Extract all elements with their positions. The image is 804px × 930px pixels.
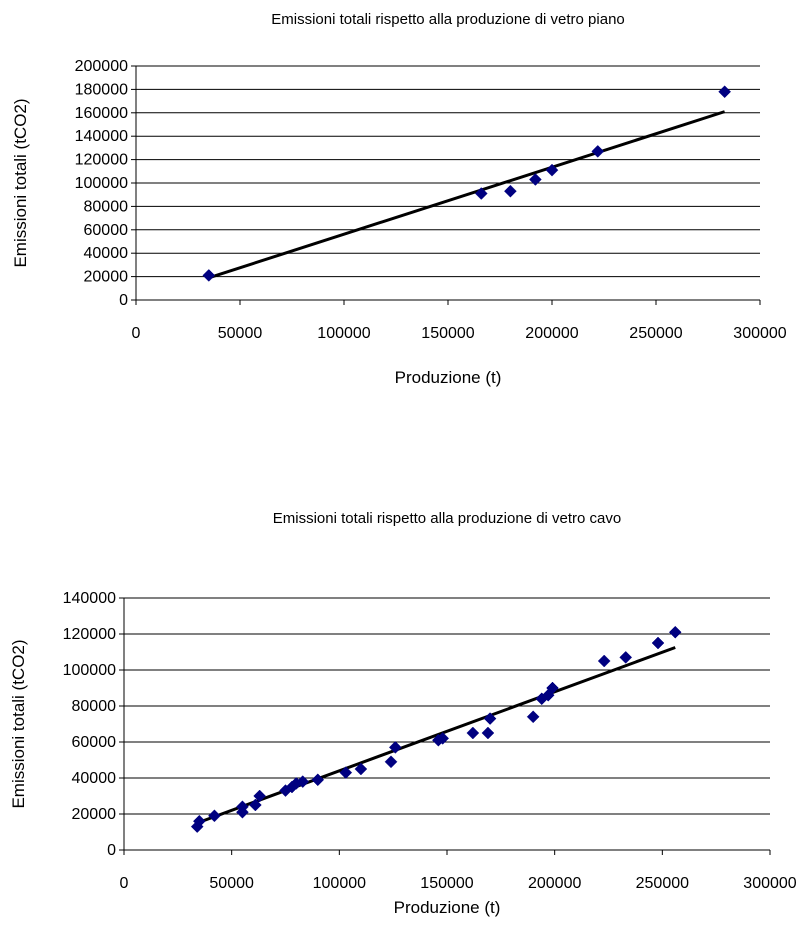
data-point xyxy=(236,800,249,814)
chart-title: Emissioni totali rispetto alla produzion… xyxy=(273,510,622,527)
data-point xyxy=(651,636,665,650)
data-point xyxy=(384,755,398,769)
y-tick-label: 100000 xyxy=(75,175,128,192)
y-tick-label: 40000 xyxy=(84,245,129,262)
data-point xyxy=(526,710,540,724)
data-point xyxy=(354,762,368,776)
data-point xyxy=(202,269,216,282)
x-tick-label: 250000 xyxy=(629,325,682,342)
chart-title: Emissioni totali rispetto alla produzion… xyxy=(271,11,625,28)
x-tick-label: 300000 xyxy=(743,875,796,892)
x-axis-label: Produzione (t) xyxy=(394,898,501,917)
chart-vetro-cavo-svg: Emissioni totali rispetto alla produzion… xyxy=(9,510,797,917)
data-point xyxy=(311,773,325,787)
x-tick-label: 150000 xyxy=(420,875,473,892)
y-axis-label: Emissioni totali (tCO2) xyxy=(11,98,30,267)
y-tick-label: 180000 xyxy=(75,81,128,98)
x-tick-label: 100000 xyxy=(317,325,370,342)
x-tick-label: 50000 xyxy=(209,875,254,892)
x-tick-label: 200000 xyxy=(528,875,581,892)
x-tick-label: 0 xyxy=(132,325,141,342)
data-point xyxy=(668,625,682,639)
x-tick-label: 250000 xyxy=(636,875,689,892)
y-tick-label: 120000 xyxy=(75,152,128,169)
y-axis-label: Emissioni totali (tCO2) xyxy=(9,639,28,808)
data-point xyxy=(546,681,559,695)
data-point xyxy=(388,741,402,754)
data-point xyxy=(208,809,221,823)
y-tick-label: 0 xyxy=(119,292,128,309)
x-tick-label: 100000 xyxy=(313,875,366,892)
data-point xyxy=(619,651,633,664)
y-tick-label: 0 xyxy=(107,842,116,859)
y-tick-label: 200000 xyxy=(75,58,128,75)
x-axis-label: Produzione (t) xyxy=(395,368,502,387)
data-point xyxy=(718,85,731,99)
data-point xyxy=(529,173,542,186)
data-point xyxy=(436,732,450,745)
data-point xyxy=(504,184,517,198)
data-point xyxy=(248,798,262,812)
data-point xyxy=(545,163,559,177)
chart-vetro-cavo: Emissioni totali rispetto alla produzion… xyxy=(0,490,804,930)
y-tick-label: 20000 xyxy=(84,269,129,286)
y-tick-label: 140000 xyxy=(75,128,128,145)
y-tick-label: 140000 xyxy=(63,590,116,607)
chart-vetro-piano: Emissioni totali rispetto alla produzion… xyxy=(0,0,804,430)
y-tick-label: 40000 xyxy=(72,770,117,787)
y-tick-label: 80000 xyxy=(72,698,117,715)
y-tick-label: 120000 xyxy=(63,626,116,643)
data-point xyxy=(253,789,267,803)
data-point xyxy=(296,775,310,788)
data-point xyxy=(474,187,488,200)
chart-vetro-piano-svg: Emissioni totali rispetto alla produzion… xyxy=(11,11,787,387)
data-point xyxy=(591,145,605,158)
x-tick-label: 0 xyxy=(120,875,129,892)
data-point xyxy=(193,814,206,828)
y-tick-label: 20000 xyxy=(72,806,117,823)
y-tick-label: 160000 xyxy=(75,105,128,122)
data-point xyxy=(597,654,611,668)
x-tick-label: 300000 xyxy=(733,325,786,342)
x-tick-label: 50000 xyxy=(218,325,263,342)
x-tick-label: 150000 xyxy=(421,325,474,342)
data-point xyxy=(483,712,497,725)
trendline xyxy=(196,646,676,825)
y-tick-label: 60000 xyxy=(72,734,117,751)
trendline xyxy=(208,110,726,280)
x-tick-label: 200000 xyxy=(525,325,578,342)
data-point xyxy=(481,726,495,740)
y-tick-label: 60000 xyxy=(84,222,129,239)
y-tick-label: 80000 xyxy=(84,198,129,215)
y-tick-label: 100000 xyxy=(63,662,116,679)
data-point xyxy=(466,726,480,740)
data-point xyxy=(339,766,353,779)
